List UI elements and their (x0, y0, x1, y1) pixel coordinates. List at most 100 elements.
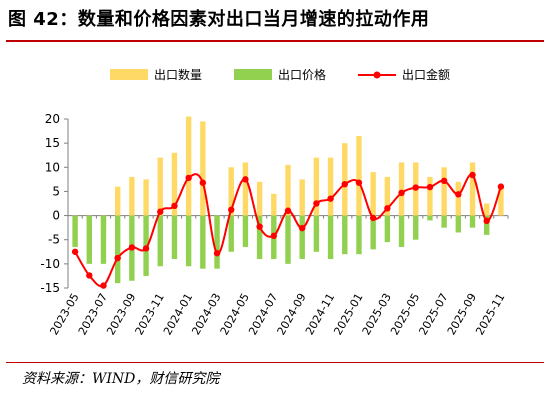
amount-point (341, 180, 348, 188)
quantity-bar (228, 167, 234, 216)
title-rule (6, 40, 544, 42)
quantity-bar (242, 162, 249, 216)
amount-point (384, 205, 391, 212)
amount-point (412, 184, 419, 191)
amount-point (483, 217, 490, 225)
amount-point (426, 183, 434, 191)
price-bar (413, 215, 419, 240)
amount-point (71, 248, 79, 255)
chart-legend: 出口数量 出口价格 出口金额 (110, 67, 450, 82)
quantity-bar (185, 116, 192, 216)
series-amount-line (71, 171, 505, 289)
quantity-bar (370, 172, 376, 216)
price-bar (200, 215, 206, 269)
amount-point (157, 208, 164, 215)
amount-point (242, 176, 249, 183)
y-tick-label: 0 (52, 209, 60, 223)
price-bar (256, 215, 263, 260)
price-bar (469, 215, 476, 228)
y-tick-label: 20 (45, 112, 60, 126)
price-bar (185, 215, 192, 267)
amount-point (455, 191, 462, 198)
price-bar (484, 215, 490, 235)
price-bar (171, 215, 178, 260)
amount-point (86, 272, 93, 279)
y-tick-label: 10 (45, 160, 60, 174)
y-tick-label: -5 (48, 233, 60, 247)
legend-swatch-price (234, 69, 272, 80)
quantity-bar (398, 162, 405, 216)
quantity-bar (200, 121, 206, 216)
y-tick-label: -15 (40, 281, 60, 295)
price-bar (342, 215, 348, 255)
legend-label-price: 出口价格 (278, 67, 326, 82)
amount-point (171, 202, 178, 210)
quantity-bar (171, 152, 178, 216)
quantity-bar (427, 176, 433, 216)
y-tick-label: 5 (52, 184, 60, 198)
quantity-bar (469, 162, 476, 216)
price-bar (370, 215, 376, 250)
quantity-bar (256, 181, 263, 216)
quantity-bar (327, 157, 334, 216)
price-bar (114, 215, 121, 284)
quantity-bar (498, 186, 504, 216)
amount-point (100, 282, 107, 289)
amount-point (213, 250, 221, 257)
price-bar (327, 215, 334, 260)
amount-point (128, 244, 136, 251)
price-bar (157, 215, 163, 267)
price-bar (427, 215, 433, 221)
quantity-bar (271, 193, 277, 216)
quantity-bar (129, 176, 135, 216)
series-price-bars (72, 215, 490, 284)
figure-title: 图 42：数量和价格因素对出口当月增速的拉动作用 (8, 9, 430, 30)
amount-point (185, 174, 192, 182)
y-tick-label: -10 (40, 257, 60, 271)
quantity-bar (157, 157, 163, 216)
quantity-bar (455, 181, 462, 216)
amount-point (355, 179, 363, 186)
amount-point (440, 177, 448, 185)
amount-point (256, 223, 263, 230)
price-bar (313, 215, 320, 252)
quantity-bar (143, 179, 149, 216)
amount-point (228, 206, 235, 213)
price-bar (86, 215, 92, 264)
quantity-bar (313, 157, 320, 216)
legend-marker-amount (373, 71, 381, 79)
price-bar (441, 215, 447, 228)
quantity-bar (342, 143, 348, 216)
quantity-bar (114, 186, 121, 216)
amount-point (284, 207, 292, 214)
quantity-bar (285, 164, 291, 216)
price-bar (214, 215, 220, 269)
amount-point (199, 179, 207, 186)
amount-point (398, 189, 405, 197)
price-bar (228, 215, 234, 252)
quantity-bar (384, 176, 391, 216)
series-quantity-bars (72, 116, 504, 235)
price-bar (242, 215, 249, 247)
price-bar (72, 215, 78, 247)
amount-point (369, 214, 377, 222)
price-bar (455, 215, 462, 233)
price-bar (384, 215, 391, 243)
amount-point (114, 254, 121, 262)
legend-label-quantity: 出口数量 (154, 67, 202, 82)
quantity-bar (441, 167, 447, 216)
source-note: 资料来源：WIND，财信研究院 (22, 371, 220, 387)
amount-point (327, 195, 334, 202)
amount-point (313, 200, 320, 207)
price-bar (100, 215, 107, 264)
y-tick-label: 15 (45, 136, 60, 150)
quantity-bar (356, 135, 362, 216)
price-bar (285, 215, 291, 264)
amount-point (469, 171, 476, 179)
price-bar (398, 215, 405, 247)
price-bar (356, 215, 362, 255)
legend-swatch-quantity (110, 69, 148, 80)
price-bar (299, 215, 305, 260)
amount-point (298, 224, 306, 232)
